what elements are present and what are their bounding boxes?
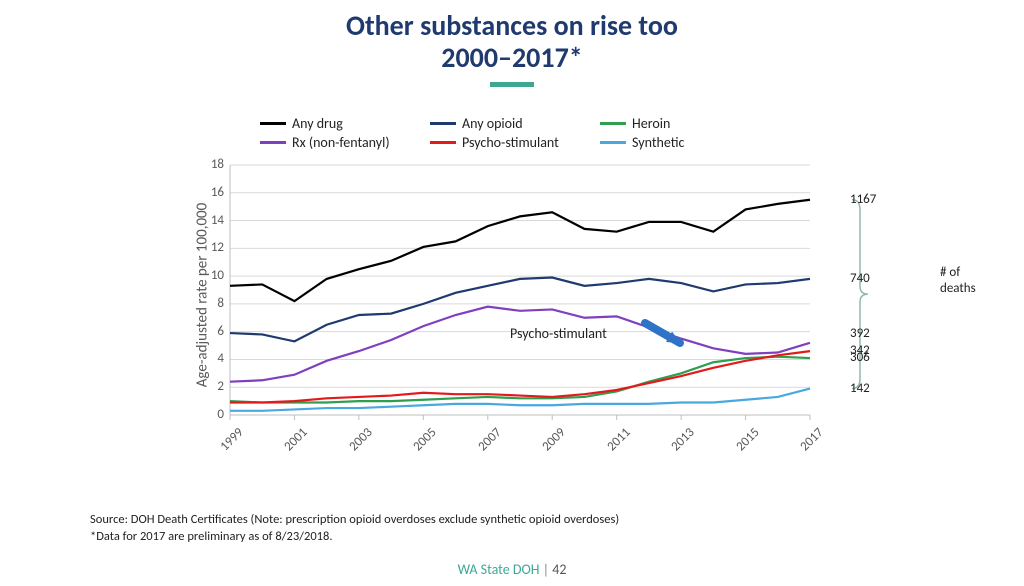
title-line-1: Other substances on rise too	[0, 10, 1024, 42]
footer: WA State DOH | 42	[0, 561, 1024, 578]
legend-label: Heroin	[632, 115, 670, 132]
y-tick-label: 10	[194, 268, 224, 283]
legend-item: Any opioid	[430, 115, 600, 132]
end-label: 1167	[850, 192, 876, 207]
y-tick-label: 6	[194, 324, 224, 339]
y-tick-label: 18	[194, 157, 224, 172]
legend-item: Psycho-stimulant	[430, 134, 600, 151]
legend-label: Psycho-stimulant	[462, 134, 559, 151]
end-label: 392	[850, 326, 870, 341]
legend-item: Any drug	[260, 115, 430, 132]
y-tick-label: 12	[194, 240, 224, 255]
end-label: 342	[850, 343, 870, 358]
y-tick-label: 8	[194, 296, 224, 311]
legend-swatch	[430, 122, 456, 125]
title-line-2: 2000–2017*	[0, 42, 1024, 74]
legend-swatch	[600, 122, 626, 125]
legend-label: Any drug	[292, 115, 343, 132]
legend-item: Heroin	[600, 115, 770, 132]
annotation-label: Psycho-stimulant	[510, 325, 607, 342]
y-tick-label: 2	[194, 379, 224, 394]
legend-swatch	[430, 141, 456, 144]
chart-container: Age-adjusted rate per 100,000 Any drugAn…	[140, 115, 880, 475]
line-chart	[140, 115, 880, 475]
legend-item: Rx (non-fentanyl)	[260, 134, 430, 151]
legend-label: Any opioid	[462, 115, 523, 132]
legend-label: Rx (non-fentanyl)	[292, 134, 390, 151]
legend: Any drug Any opioid Heroin Rx (non-fentanyl…	[260, 115, 770, 151]
y-tick-label: 4	[194, 351, 224, 366]
legend-item: Synthetic	[600, 134, 770, 151]
title-underline	[490, 82, 534, 87]
y-tick-label: 0	[194, 407, 224, 422]
legend-swatch	[260, 122, 286, 125]
y-tick-label: 16	[194, 185, 224, 200]
bracket-label: # ofdeaths	[940, 265, 976, 296]
end-label: 740	[850, 271, 870, 286]
y-tick-label: 14	[194, 213, 224, 228]
end-label: 142	[850, 381, 870, 396]
legend-label: Synthetic	[632, 134, 684, 151]
legend-swatch	[600, 141, 626, 144]
legend-swatch	[260, 141, 286, 144]
footnote: Source: DOH Death Certificates (Note: pr…	[90, 512, 619, 546]
